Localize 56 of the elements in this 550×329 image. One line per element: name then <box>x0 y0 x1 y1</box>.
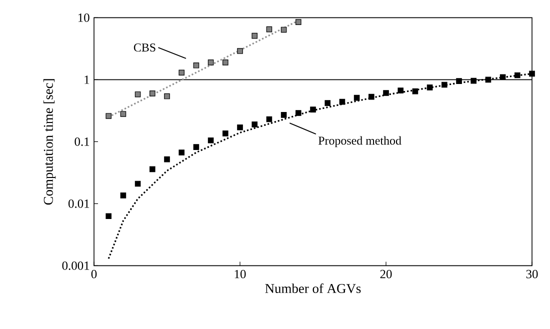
point <box>529 70 535 77</box>
point <box>485 76 492 83</box>
point <box>134 180 141 187</box>
point <box>470 78 477 84</box>
point <box>120 111 126 117</box>
point <box>106 213 112 220</box>
point <box>426 84 433 90</box>
point <box>324 100 331 106</box>
point <box>296 110 302 116</box>
point <box>514 72 520 78</box>
point <box>193 144 200 150</box>
x-axis-title: Number of AGVs <box>265 283 361 294</box>
point <box>120 192 126 198</box>
point <box>134 91 141 98</box>
point <box>252 122 258 128</box>
point <box>222 130 228 136</box>
point <box>383 90 389 96</box>
point <box>442 82 448 88</box>
point <box>178 70 185 76</box>
y-tick-label: 0.001 <box>62 261 90 270</box>
x-tick-label: 0 <box>91 270 97 278</box>
point <box>296 19 302 25</box>
y-tick-label: 1 <box>84 76 90 84</box>
text: Proposed method <box>318 136 402 148</box>
point <box>280 26 287 33</box>
x-tick-label: 10 <box>234 270 246 278</box>
point <box>354 94 360 101</box>
point <box>164 156 170 162</box>
point <box>266 26 272 32</box>
point <box>106 113 112 119</box>
point <box>456 78 462 84</box>
point <box>208 137 214 144</box>
point <box>237 48 243 54</box>
point <box>310 106 316 112</box>
point <box>339 98 346 105</box>
point <box>398 88 404 94</box>
x-tick-label: 30 <box>526 270 538 278</box>
y-tick-label: 10 <box>78 13 90 22</box>
point <box>208 60 214 66</box>
point <box>193 62 200 68</box>
y-tick-label: 0.01 <box>68 199 90 208</box>
point <box>237 124 243 130</box>
point <box>266 116 272 122</box>
point <box>178 150 185 156</box>
point <box>412 88 418 94</box>
point <box>368 94 374 100</box>
point <box>164 93 170 100</box>
point <box>150 90 156 96</box>
x-tick-label: 20 <box>380 270 392 278</box>
point <box>150 166 156 172</box>
point <box>222 60 228 66</box>
point <box>252 32 258 39</box>
point <box>280 112 287 118</box>
y-axis-title: Computation time [sec] <box>43 79 56 205</box>
y-tick-label: 0.1 <box>74 137 90 146</box>
legend-label: CBS <box>134 44 156 52</box>
